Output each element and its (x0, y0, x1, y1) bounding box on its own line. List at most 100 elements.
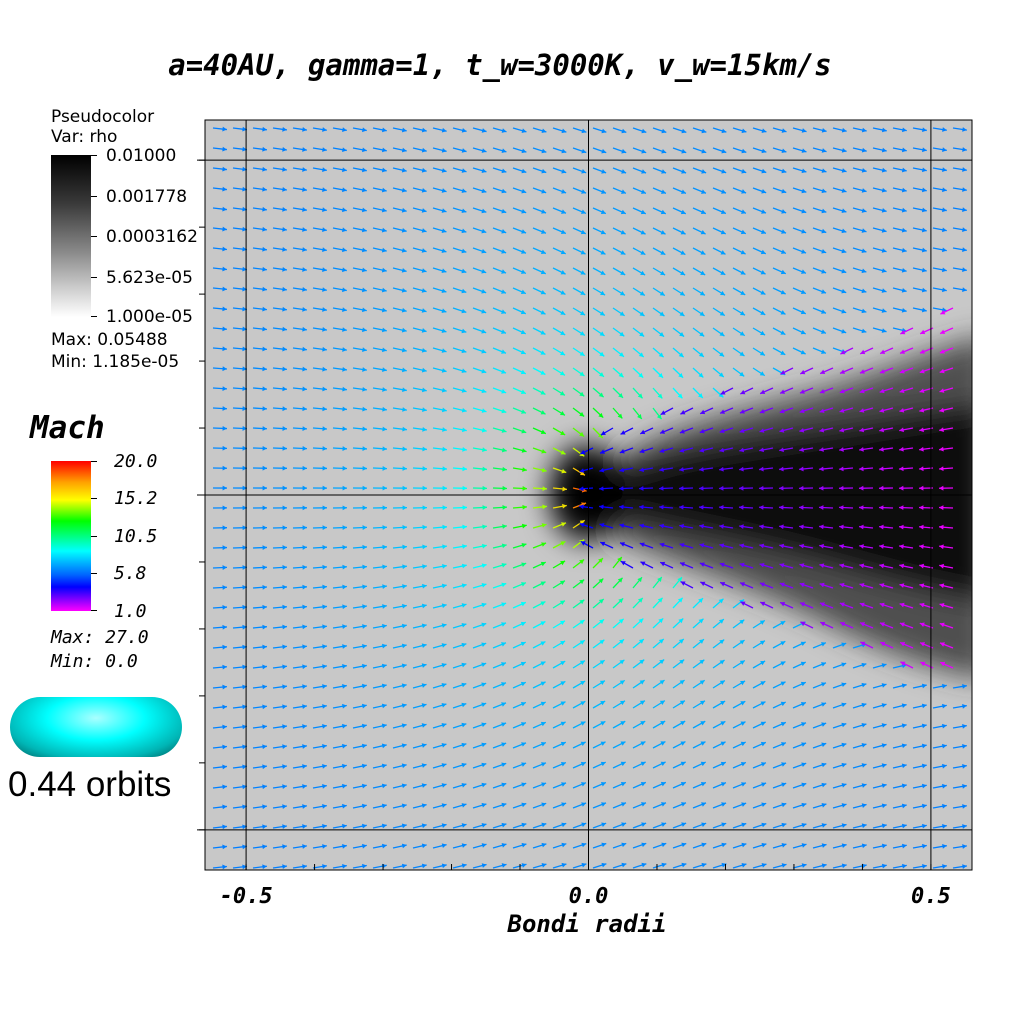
velocity-arrow-head (362, 863, 367, 869)
velocity-arrow-head (561, 782, 567, 787)
velocity-arrow-head (637, 393, 643, 399)
velocity-arrow-head (942, 127, 947, 132)
velocity-arrow-head (560, 450, 566, 455)
velocity-arrow-head (401, 663, 407, 669)
velocity-arrow-head (481, 208, 487, 214)
velocity-arrow-head (382, 604, 387, 609)
velocity-arrow-head (841, 742, 847, 748)
velocity-arrow-head (861, 228, 867, 233)
velocity-arrow-head (302, 147, 307, 152)
velocity-arrow-head (342, 644, 347, 649)
velocity-arrow-head (721, 148, 727, 154)
velocity-arrow-head (322, 704, 327, 709)
velocity-arrow-head (599, 680, 605, 685)
velocity-arrow-head (302, 346, 307, 352)
velocity-arrow-head (422, 446, 427, 452)
velocity-arrow-head (560, 270, 566, 275)
velocity-arrow-head (760, 290, 766, 295)
velocity-arrow-head (481, 622, 487, 628)
velocity-arrow-head (699, 659, 705, 665)
velocity-arrow-head (779, 408, 785, 414)
velocity-arrow-head (481, 248, 487, 254)
velocity-arrow-head (859, 485, 864, 491)
velocity-arrow-head (361, 723, 367, 729)
velocity-arrow-head (962, 127, 967, 132)
velocity-arrow-head (861, 662, 867, 668)
velocity-arrow-head (501, 289, 507, 294)
velocity-arrow-head (677, 577, 682, 583)
velocity-arrow-head (302, 624, 307, 630)
rho-tick-label: 0.001778 (106, 187, 188, 207)
velocity-arrow-head (422, 426, 427, 432)
velocity-arrow-head (801, 843, 807, 848)
velocity-arrow-head (521, 523, 527, 529)
velocity-arrow-head (640, 189, 646, 194)
velocity-arrow-head (680, 741, 686, 746)
velocity-arrow-head (421, 623, 427, 629)
velocity-arrow-head (362, 426, 367, 432)
velocity-arrow-head (679, 448, 685, 453)
velocity-arrow-head (222, 406, 227, 411)
velocity-arrow-head (799, 466, 804, 472)
velocity-arrow-head (302, 207, 307, 212)
velocity-arrow-head (641, 148, 647, 154)
velocity-arrow-head (222, 764, 227, 770)
velocity-arrow-head (421, 308, 427, 313)
velocity-arrow-head (302, 465, 307, 471)
velocity-arrow-head (679, 331, 685, 337)
velocity-arrow-head (381, 307, 387, 313)
velocity-arrow-head (302, 366, 307, 372)
velocity-arrow-head (580, 541, 586, 546)
velocity-arrow-head (881, 703, 887, 708)
velocity-arrow-head (600, 270, 606, 275)
velocity-arrow-head (880, 641, 886, 647)
velocity-arrow-head (441, 702, 447, 708)
velocity-arrow-head (302, 704, 307, 709)
velocity-arrow-head (819, 602, 825, 607)
velocity-arrow-head (322, 167, 327, 172)
velocity-arrow-head (401, 843, 407, 849)
velocity-arrow-head (600, 761, 606, 767)
velocity-arrow-head (402, 584, 407, 589)
velocity-arrow-head (462, 485, 467, 491)
velocity-arrow-head (242, 505, 247, 511)
velocity-arrow-head (861, 248, 867, 254)
velocity-arrow-head (521, 409, 527, 414)
velocity-arrow-head (282, 346, 287, 352)
velocity-arrow-head (580, 761, 586, 767)
velocity-arrow-head (640, 741, 646, 746)
velocity-arrow-head (540, 310, 546, 315)
velocity-arrow-head (422, 466, 427, 471)
velocity-arrow-head (361, 207, 367, 213)
velocity-arrow-head (540, 721, 546, 727)
x-axis-ticks: -0.5 0.0 0.5 (199, 159, 951, 909)
velocity-arrow-head (899, 524, 904, 530)
velocity-arrow-head (901, 843, 907, 849)
velocity-arrow-head (799, 543, 805, 549)
velocity-arrow-head (501, 682, 506, 687)
velocity-arrow-head (879, 466, 884, 472)
velocity-arrow-head (342, 247, 347, 253)
velocity-arrow-head (659, 332, 665, 337)
velocity-arrow-head (861, 823, 867, 829)
velocity-arrow-head (520, 641, 526, 647)
velocity-arrow-head (282, 525, 287, 531)
velocity-arrow-head (942, 823, 947, 829)
velocity-arrow-head (481, 329, 487, 334)
velocity-arrow-head (561, 148, 567, 154)
velocity-arrow-head (401, 127, 407, 133)
velocity-arrow-head (302, 267, 307, 272)
velocity-arrow-head (660, 230, 666, 235)
mach-tick-mark (91, 498, 97, 499)
velocity-arrow-head (899, 388, 905, 394)
velocity-arrow-head (342, 307, 347, 313)
velocity-arrow-head (461, 328, 467, 334)
velocity-arrow-head (461, 642, 467, 648)
velocity-arrow-head (282, 246, 287, 252)
velocity-arrow-head (679, 659, 685, 665)
velocity-arrow-head (302, 187, 307, 192)
velocity-arrow-head (921, 743, 927, 749)
velocity-arrow-head (639, 291, 645, 296)
velocity-arrow-head (841, 702, 847, 708)
velocity-arrow-head (560, 229, 566, 234)
